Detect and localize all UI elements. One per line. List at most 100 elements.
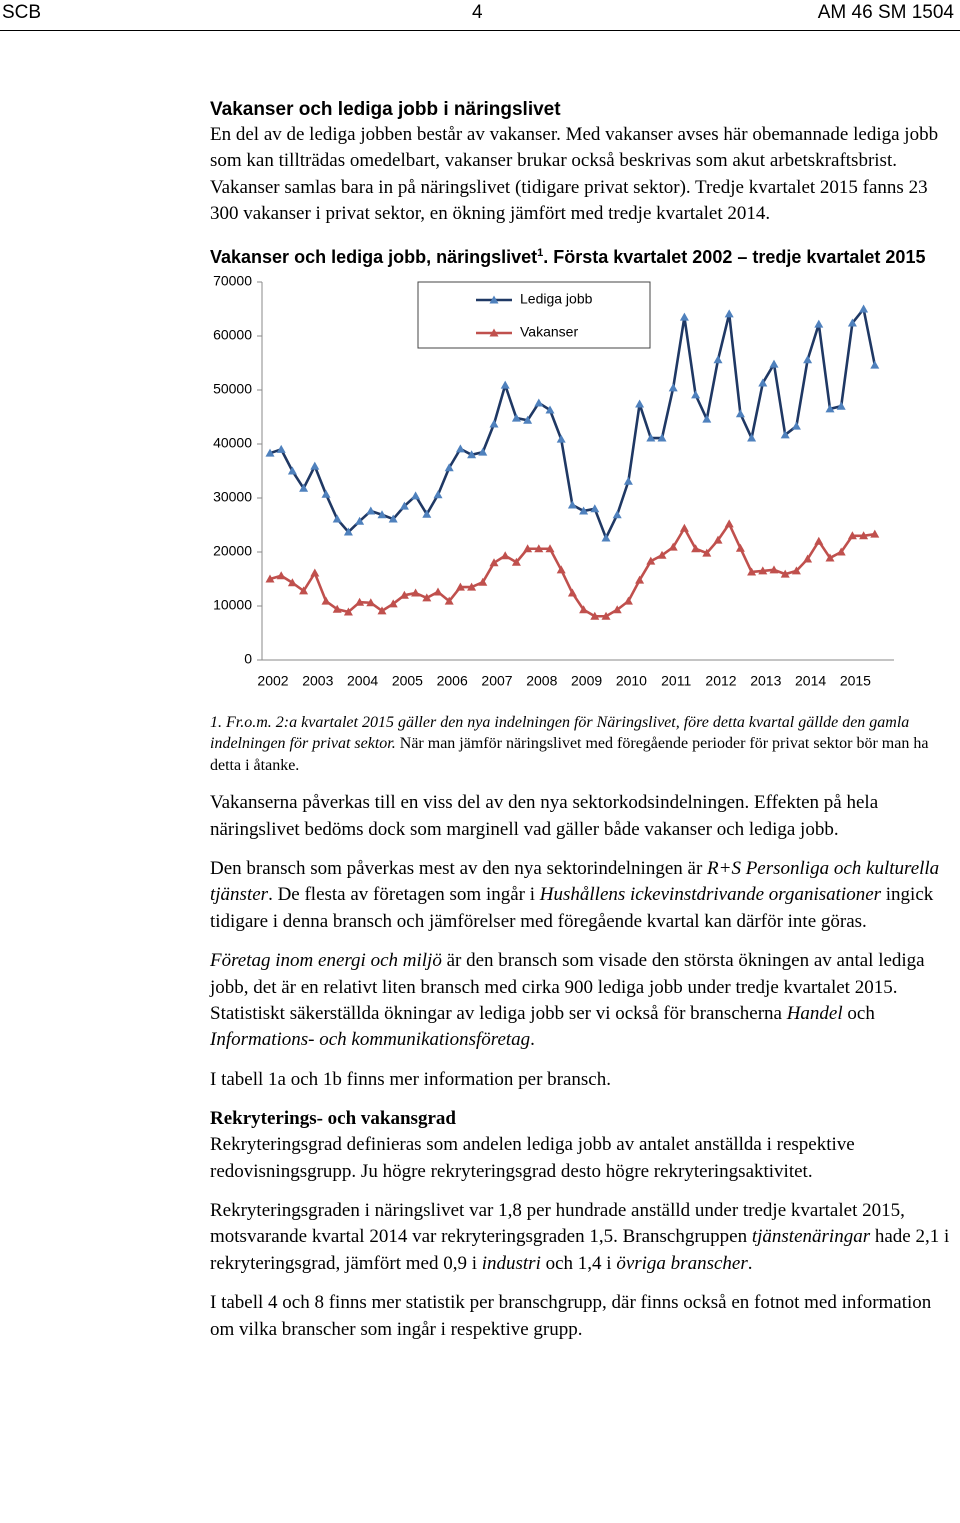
- footnote-ref: 1: [537, 246, 544, 259]
- y-tick-label: 20000: [213, 542, 252, 558]
- marker: [702, 414, 712, 423]
- marker: [489, 419, 499, 428]
- y-tick-label: 10000: [213, 596, 252, 612]
- x-tick-label: 2008: [526, 672, 557, 688]
- marker: [455, 582, 465, 591]
- header-right: AM 46 SM 1504: [817, 2, 954, 23]
- marker: [556, 434, 566, 443]
- italic-text: övriga branscher: [616, 1252, 748, 1274]
- marker: [657, 433, 667, 442]
- marker: [321, 596, 331, 605]
- marker: [511, 413, 521, 422]
- marker: [724, 308, 734, 317]
- content: Vakanser och lediga jobb i näringslivet …: [210, 98, 956, 1356]
- marker: [545, 543, 555, 552]
- text: Vakanserna påverkas till en viss del av …: [210, 792, 879, 840]
- marker: [747, 567, 757, 576]
- marker: [332, 514, 342, 523]
- marker: [679, 312, 689, 321]
- marker: [590, 503, 600, 512]
- marker: [780, 429, 790, 438]
- paragraph: En del av de lediga jobben består av vak…: [210, 124, 939, 225]
- marker: [355, 597, 365, 606]
- marker: [870, 360, 880, 369]
- marker: [556, 564, 566, 573]
- marker: [433, 489, 443, 498]
- marker: [287, 577, 297, 586]
- marker: [422, 593, 432, 602]
- marker: [758, 566, 768, 575]
- marker: [534, 543, 544, 552]
- marker: [287, 466, 297, 475]
- text: Den bransch som påverkas mest av den nya…: [210, 857, 708, 879]
- italic-text: R+S Personliga och kulturella tjänster: [210, 857, 940, 906]
- marker: [825, 553, 835, 562]
- text: ingick tidigare i denna bransch och jämf…: [210, 884, 934, 932]
- legend-marker: [489, 295, 499, 304]
- marker: [489, 557, 499, 566]
- italic-text: Handel: [786, 1002, 843, 1024]
- marker: [299, 483, 309, 492]
- marker: [343, 527, 353, 536]
- marker: [668, 542, 678, 551]
- paragraph: I tabell 4 och 8 finns mer statistik per…: [210, 1290, 956, 1343]
- header-left: SCB: [2, 2, 42, 23]
- marker: [579, 506, 589, 515]
- marker: [747, 433, 757, 442]
- paragraph: Företag inom energi och miljö är den bra…: [210, 948, 956, 1054]
- marker: [635, 399, 645, 408]
- marker: [713, 535, 723, 544]
- text: Rekryteringsgrad definieras som andelen …: [210, 1134, 855, 1182]
- marker: [377, 605, 387, 614]
- x-tick-label: 2011: [661, 672, 691, 688]
- italic-text: tjänstenäringar: [751, 1226, 871, 1248]
- marker: [791, 566, 801, 575]
- footnote-main: 1. Fr.o.m. 2:a kvartalet 2015 gäller den…: [210, 713, 910, 753]
- x-tick-label: 2015: [840, 672, 871, 688]
- italic-text: Hushållens ickevinstdrivande organisatio…: [539, 884, 882, 906]
- marker: [691, 543, 701, 552]
- marker: [612, 509, 622, 518]
- marker: [702, 548, 712, 557]
- marker: [836, 547, 846, 556]
- marker: [836, 401, 846, 410]
- chart: 0 10000 20000 30000 40000 50000 60000 70000 2002…: [213, 272, 894, 688]
- marker: [780, 569, 790, 578]
- text: I tabell 4 och 8 finns mer statistik per…: [210, 1292, 932, 1340]
- section-heading: Rekryterings- och vakansgrad: [210, 1108, 456, 1130]
- marker: [612, 604, 622, 613]
- marker: [679, 523, 689, 532]
- body: Vakanserna påverkas till en viss del av …: [210, 790, 956, 1093]
- marker: [803, 354, 813, 363]
- marker: [388, 514, 398, 523]
- marker: [769, 359, 779, 368]
- italic-text: industri: [481, 1252, 541, 1274]
- marker: [601, 533, 611, 542]
- x-tick-label: 2007: [481, 672, 512, 688]
- marker: [769, 564, 779, 573]
- legend-box: [417, 281, 651, 349]
- marker: [511, 557, 521, 566]
- paragraph: Den bransch som påverkas mest av den nya…: [210, 856, 956, 935]
- paragraph: Rekryteringsgraden i näringslivet var 1,…: [210, 1198, 956, 1277]
- chart-caption: Vakanser och lediga jobb, näringslivet1.…: [210, 241, 956, 270]
- marker: [500, 380, 510, 389]
- body: Rekryteringsgrad definieras som andelen …: [210, 1132, 956, 1343]
- text: Rekryteringsgraden i näringslivet var 1,…: [210, 1200, 905, 1248]
- marker: [713, 354, 723, 363]
- marker: [276, 444, 286, 453]
- marker: [825, 404, 835, 413]
- section-heading: Vakanser och lediga jobb i näringslivet: [210, 99, 561, 120]
- italic-text: Informations- och kommunikationsföretag: [210, 1029, 531, 1051]
- marker: [478, 577, 488, 586]
- marker: [735, 543, 745, 552]
- marker: [366, 506, 376, 515]
- marker: [265, 448, 275, 457]
- marker: [623, 596, 633, 605]
- marker: [299, 586, 309, 595]
- marker: [467, 449, 477, 458]
- x-tick-label: 2009: [571, 672, 602, 688]
- legend-label: Lediga jobb: [520, 290, 593, 306]
- x-tick-label: 2006: [437, 672, 468, 688]
